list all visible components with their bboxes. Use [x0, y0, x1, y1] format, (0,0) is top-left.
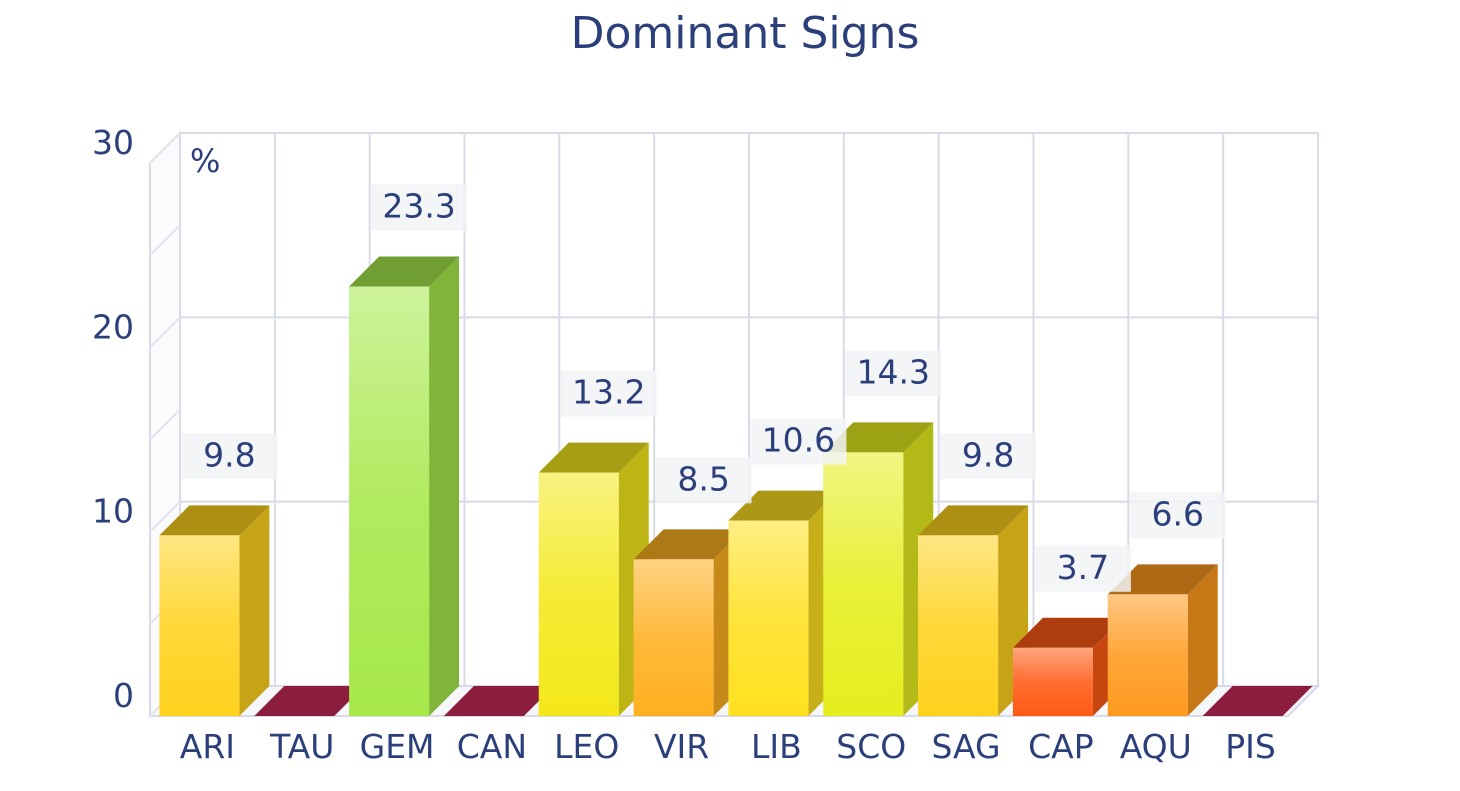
- bar-shine: [823, 452, 904, 716]
- bar-cap: [1012, 617, 1123, 716]
- bar-gem: [349, 256, 460, 716]
- data-label-cap: 3.7: [1057, 548, 1109, 587]
- bar-top: [1012, 617, 1123, 648]
- data-label-bg: [940, 433, 1037, 480]
- y-axis: 0 10 20 30: [92, 123, 134, 715]
- bar-vir: [633, 529, 744, 716]
- data-label-leo: 13.2: [572, 373, 645, 412]
- x-tick-label-lib: LIB: [751, 727, 802, 766]
- bar-top: [918, 505, 1029, 536]
- bar-top: [159, 505, 270, 536]
- bar-top: [823, 422, 934, 453]
- x-tick-label-leo: LEO: [554, 727, 619, 766]
- data-label-bg: [181, 433, 278, 480]
- chart-title: Dominant Signs: [571, 8, 920, 59]
- bar-sco: [823, 422, 934, 716]
- bar-leo: [538, 442, 649, 716]
- data-label-ari: 9.8: [203, 435, 255, 474]
- bar-shine: [633, 559, 714, 716]
- x-tick-label-sco: SCO: [836, 727, 906, 766]
- x-tick-label-sag: SAG: [932, 727, 1001, 766]
- x-tick-label-cap: CAP: [1028, 727, 1094, 766]
- data-label-sco: 14.3: [857, 352, 930, 391]
- x-tick-label-ari: ARI: [180, 727, 235, 766]
- bar-top: [728, 490, 839, 521]
- bar-shine: [1012, 647, 1093, 716]
- bar-zero: [254, 686, 365, 716]
- bar-side: [239, 505, 270, 716]
- x-tick-label-pis: PIS: [1225, 727, 1276, 766]
- data-labels: 9.8 23.3 13.2 8.5 10.6 14.3 9.8 3.7 6.6: [181, 184, 1226, 592]
- bar-side: [1187, 564, 1218, 716]
- bar-shine: [918, 535, 999, 716]
- wall-gridline: [149, 408, 181, 441]
- data-label-vir: 8.5: [677, 459, 729, 498]
- bar-pis: [1202, 686, 1313, 716]
- data-label-gem: 23.3: [382, 187, 455, 226]
- bar-zero: [443, 686, 554, 716]
- data-label-lib: 10.6: [762, 421, 835, 460]
- bar-shine: [159, 535, 240, 716]
- x-axis: ARI TAU GEM CAN LEO VIR LIB SCO SAG CAP AQU PIS: [180, 727, 1276, 766]
- bar-sag: [918, 505, 1029, 716]
- y-tick-label: 0: [113, 676, 134, 715]
- y-tick-label: 10: [92, 492, 134, 531]
- bar-zero: [1202, 686, 1313, 716]
- wall-gridline: [149, 132, 181, 164]
- bar-top: [538, 442, 649, 473]
- bar-shine: [728, 520, 809, 716]
- data-label-bg: [371, 184, 468, 231]
- x-tick-label-gem: GEM: [360, 727, 435, 766]
- wall-gridline: [149, 224, 181, 256]
- bars: [159, 256, 1313, 716]
- data-label-bg: [1129, 492, 1226, 539]
- wall-gridline: [149, 316, 181, 349]
- bar-tau: [254, 686, 365, 716]
- bar-top: [349, 256, 460, 287]
- x-tick-label-can: CAN: [457, 727, 527, 766]
- data-label-bg: [845, 350, 942, 397]
- y-axis-unit: %: [190, 142, 220, 180]
- bar-top: [633, 529, 744, 560]
- bar-shine: [349, 286, 430, 716]
- y-tick-label: 30: [92, 123, 134, 162]
- x-tick-label-aqu: AQU: [1120, 727, 1192, 766]
- data-label-aqu: 6.6: [1152, 494, 1204, 533]
- bar-lib: [728, 490, 839, 716]
- y-tick-label: 20: [92, 307, 134, 346]
- x-tick-label-tau: TAU: [269, 727, 334, 766]
- bar-top: [1107, 564, 1218, 595]
- bar-side: [429, 256, 460, 716]
- x-tick-label-vir: VIR: [654, 727, 709, 766]
- data-label-bg: [655, 457, 752, 504]
- data-label-bg: [560, 370, 657, 417]
- bar-ari: [159, 505, 270, 716]
- bar-can: [443, 686, 554, 716]
- wall-gridline: [149, 500, 181, 533]
- bar-shine: [538, 472, 619, 716]
- bar-aqu: [1107, 564, 1218, 716]
- data-label-bg: [1034, 545, 1131, 592]
- data-label-bg: [750, 418, 847, 465]
- bar-shine: [1107, 594, 1188, 716]
- data-label-sag: 9.8: [962, 435, 1014, 474]
